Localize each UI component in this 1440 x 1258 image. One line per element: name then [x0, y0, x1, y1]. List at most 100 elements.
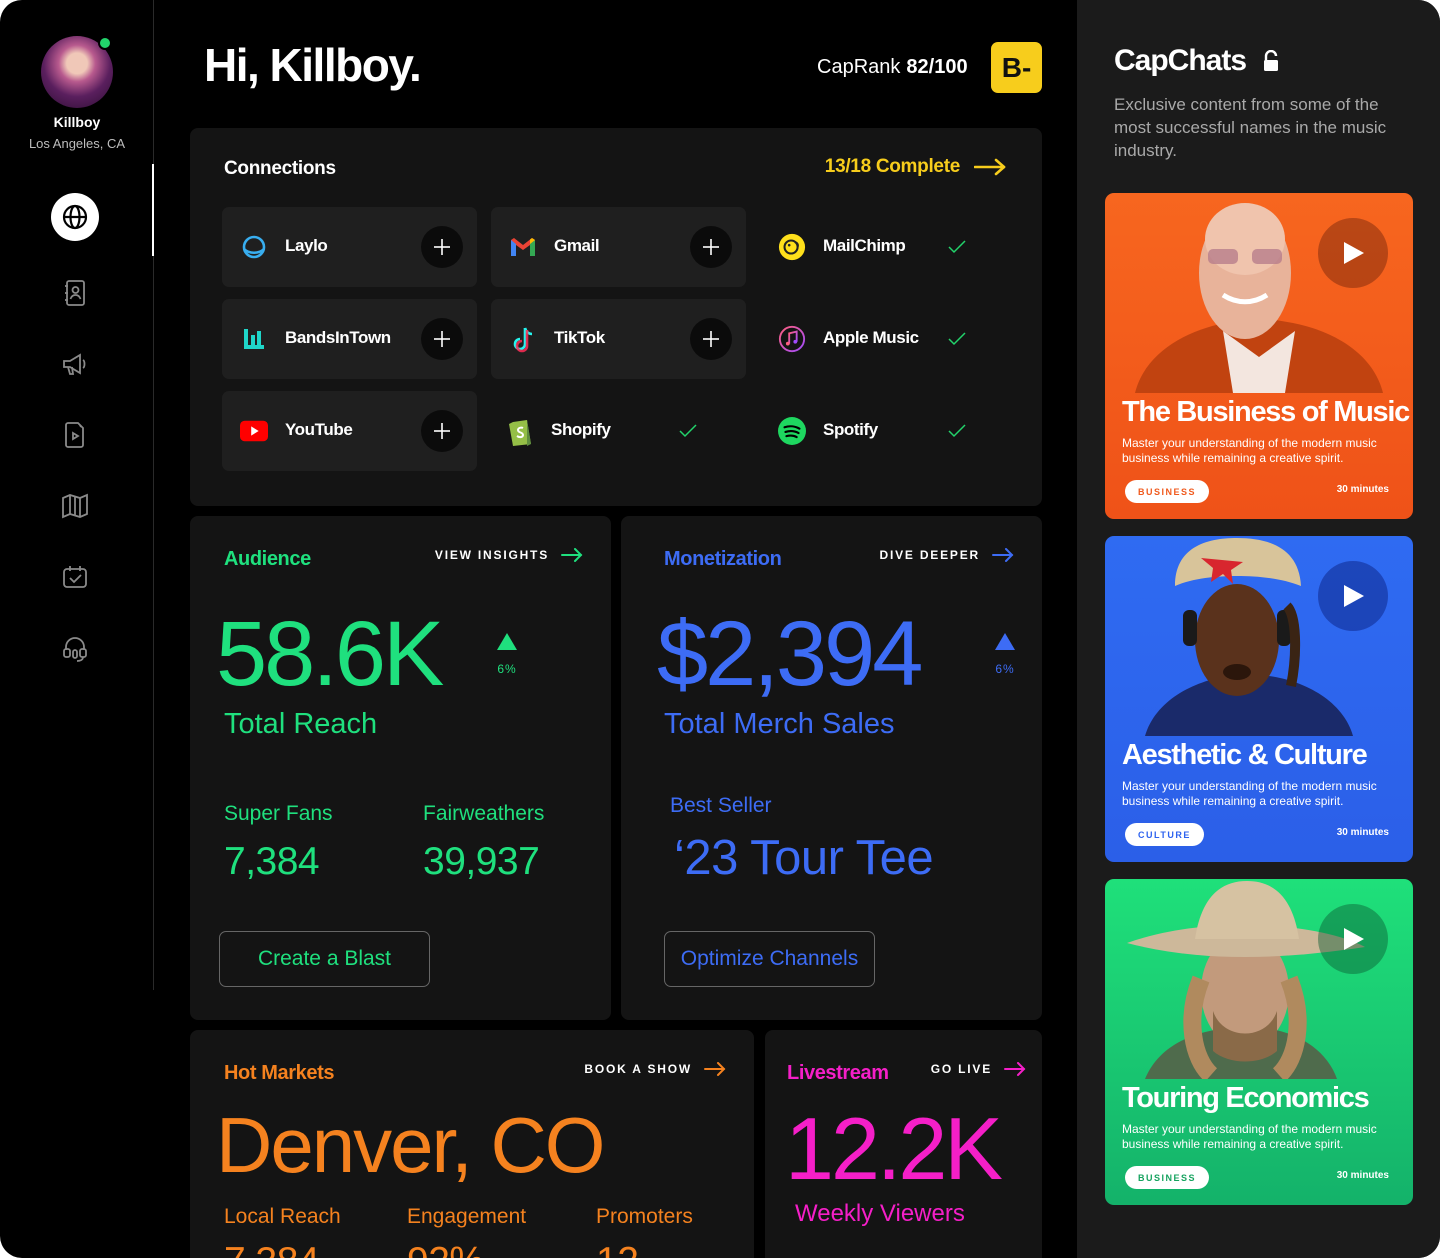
- video-duration: 30 minutes: [1336, 484, 1389, 495]
- engagement-label: Engagement: [407, 1205, 527, 1228]
- add-connection-button[interactable]: [421, 318, 463, 360]
- arrow-right-icon: [561, 548, 583, 562]
- caprank-label: CapRank: [817, 56, 901, 78]
- media-file-icon: [65, 422, 84, 448]
- optimize-channels-button[interactable]: Optimize Channels: [664, 931, 875, 987]
- map-icon: [62, 493, 88, 519]
- plus-icon: [434, 423, 450, 439]
- laylo-icon: [240, 233, 268, 261]
- capchats-description: Exclusive content from some of the most …: [1114, 95, 1387, 160]
- video-duration: 30 minutes: [1336, 827, 1389, 838]
- caprank-display: CapRank 82/100: [817, 56, 968, 79]
- nav-map[interactable]: [51, 482, 99, 530]
- video-category-tag[interactable]: CULTURE: [1125, 823, 1204, 846]
- weekly-viewers-value: 12.2K: [785, 1099, 1003, 1198]
- video-duration: 30 minutes: [1336, 1170, 1389, 1181]
- nav-support[interactable]: [51, 624, 99, 672]
- connection-tile-mailchimp[interactable]: MailChimp: [760, 207, 1015, 287]
- livestream-card: Livestream GO LIVE 12.2K Weekly Viewers: [765, 1030, 1042, 1258]
- sales-trend: 6%: [990, 633, 1020, 676]
- bandsintown-icon: [240, 325, 268, 353]
- dive-deeper-label: DIVE DEEPER: [879, 548, 980, 562]
- gmail-icon: [509, 233, 537, 261]
- check-icon: [679, 424, 697, 438]
- go-live-link[interactable]: GO LIVE: [931, 1062, 1026, 1076]
- nav-campaigns[interactable]: [51, 340, 99, 388]
- caprank-score: 82/100: [906, 56, 968, 78]
- connections-progress: 13/18 Complete: [824, 156, 961, 177]
- user-location: Los Angeles, CA: [28, 136, 126, 151]
- plus-icon: [434, 239, 450, 255]
- connection-tile-youtube[interactable]: YouTube: [222, 391, 477, 471]
- megaphone-icon: [63, 353, 86, 375]
- play-button[interactable]: [1318, 218, 1388, 288]
- connections-card: Connections 13/18 Complete Laylo Gmail: [190, 128, 1042, 506]
- add-connection-button[interactable]: [421, 226, 463, 268]
- nav-calendar[interactable]: [51, 553, 99, 601]
- connection-label: BandsInTown: [285, 328, 391, 347]
- video-card-touring-economics[interactable]: Touring Economics Master your understand…: [1105, 879, 1413, 1205]
- play-icon: [1344, 242, 1364, 264]
- connection-tile-tiktok[interactable]: TikTok: [491, 299, 746, 379]
- page-title: Hi, Killboy.: [204, 39, 422, 91]
- plus-icon: [703, 239, 719, 255]
- tiktok-icon: [509, 325, 537, 353]
- audience-title: Audience: [224, 548, 311, 570]
- nav-globe[interactable]: [51, 193, 99, 241]
- video-card-aesthetic-culture[interactable]: Aesthetic & Culture Master your understa…: [1105, 536, 1413, 862]
- arrow-right-icon: [1004, 1062, 1026, 1076]
- connection-tile-laylo[interactable]: Laylo: [222, 207, 477, 287]
- video-description: Master your understanding of the modern …: [1122, 779, 1377, 808]
- local-reach-label: Local Reach: [224, 1205, 341, 1228]
- connection-tile-spotify[interactable]: Spotify: [760, 391, 1015, 471]
- promoters-label: Promoters: [596, 1205, 693, 1228]
- video-description: Master your understanding of the modern …: [1122, 1122, 1377, 1151]
- nav-contacts[interactable]: [51, 269, 99, 317]
- connection-tile-apple-music[interactable]: Apple Music: [760, 299, 1015, 379]
- video-description: Master your understanding of the modern …: [1122, 436, 1377, 465]
- add-connection-button[interactable]: [690, 318, 732, 360]
- view-insights-link[interactable]: VIEW INSIGHTS: [435, 548, 583, 562]
- connection-tile-gmail[interactable]: Gmail: [491, 207, 746, 287]
- go-live-label: GO LIVE: [930, 1062, 992, 1076]
- sidebar: Killboy Los Angeles, CA: [0, 0, 154, 990]
- hot-markets-title: Hot Markets: [224, 1062, 335, 1084]
- engagement-value: 92%: [407, 1240, 484, 1258]
- headset-icon: [63, 637, 87, 662]
- connection-tile-bandsintown[interactable]: BandsInTown: [222, 299, 477, 379]
- connection-label: Gmail: [554, 236, 600, 255]
- capchats-heading: CapChats: [1114, 44, 1280, 78]
- promoters-value: 12: [596, 1240, 639, 1258]
- connections-progress-link[interactable]: 13/18 Complete: [825, 156, 1006, 178]
- caprank-grade-badge[interactable]: B-: [991, 42, 1042, 93]
- video-title: The Business of Music: [1122, 396, 1410, 428]
- check-icon: [948, 332, 966, 346]
- dive-deeper-link[interactable]: DIVE DEEPER: [880, 548, 1015, 562]
- presenter-image: [1135, 203, 1383, 393]
- super-fans-value: 7,384: [224, 840, 320, 883]
- add-connection-button[interactable]: [421, 410, 463, 452]
- reach-trend-percent: 6%: [497, 662, 517, 676]
- check-icon: [948, 424, 966, 438]
- plus-icon: [434, 331, 450, 347]
- video-category-tag[interactable]: BUSINESS: [1125, 480, 1210, 503]
- add-connection-button[interactable]: [690, 226, 732, 268]
- nav-media[interactable]: [51, 411, 99, 459]
- fairweathers-label: Fairweathers: [423, 802, 545, 825]
- play-icon: [1344, 585, 1364, 607]
- book-show-link[interactable]: BOOK A SHOW: [584, 1062, 726, 1076]
- play-button[interactable]: [1318, 561, 1388, 631]
- connection-tile-shopify[interactable]: Shopify: [491, 391, 746, 471]
- create-blast-button[interactable]: Create a Blast: [219, 931, 430, 987]
- video-category-tag[interactable]: BUSINESS: [1125, 1166, 1210, 1189]
- plus-icon: [703, 331, 719, 347]
- video-card-business-of-music[interactable]: The Business of Music Master your unders…: [1105, 193, 1413, 519]
- merch-sales-value: $2,394: [657, 603, 923, 705]
- connection-label: YouTube: [285, 420, 353, 439]
- fairweathers-value: 39,937: [423, 840, 540, 883]
- play-button[interactable]: [1318, 904, 1388, 974]
- arrow-right-icon: [992, 548, 1014, 562]
- best-seller-value: ‘23 Tour Tee: [674, 831, 934, 885]
- livestream-title: Livestream: [787, 1062, 889, 1084]
